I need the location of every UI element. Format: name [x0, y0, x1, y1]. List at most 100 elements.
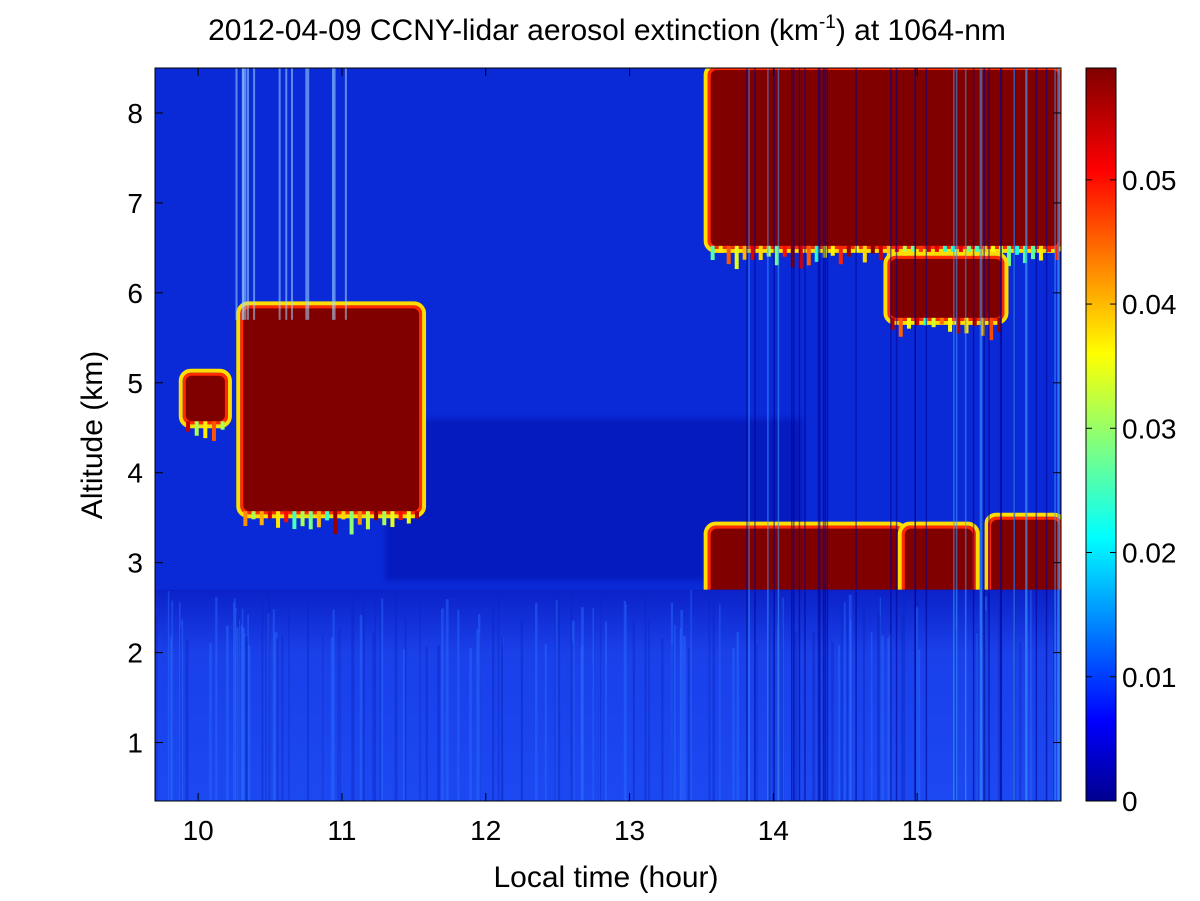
boundary-layer-streak	[831, 641, 834, 801]
x-tick-label: 12	[470, 815, 501, 846]
cloud-core	[185, 375, 225, 422]
boundary-layer-streak	[226, 625, 229, 801]
cloud-fringe	[220, 421, 225, 430]
cloud-fringe	[300, 511, 305, 527]
boundary-layer-streak	[281, 634, 284, 801]
column-streak	[972, 68, 975, 801]
boundary-layer-streak	[502, 637, 504, 801]
column-streak	[746, 68, 748, 801]
boundary-layer-streak	[600, 595, 602, 801]
boundary-layer-streak	[623, 600, 627, 801]
colorbar-tick-label: 0.02	[1122, 538, 1177, 569]
column-streak	[822, 68, 825, 801]
boundary-layer-streak	[976, 632, 978, 801]
boundary-layer-streak	[457, 609, 460, 801]
boundary-layer-streak	[381, 598, 384, 801]
boundary-layer-streak	[570, 589, 573, 801]
colorbar-tick-label: 0.01	[1122, 662, 1177, 693]
column-streak	[980, 68, 983, 801]
y-tick-label: 7	[127, 188, 143, 219]
boundary-layer-streak	[877, 610, 879, 801]
column-streak	[1054, 68, 1056, 801]
cloud-fringe	[1054, 245, 1059, 261]
cloud-fringe	[390, 511, 395, 528]
boundary-layer-streak	[777, 625, 779, 801]
column-streak	[344, 68, 347, 320]
boundary-layer-streak	[683, 635, 686, 801]
cloud-fringe	[734, 245, 739, 270]
column-streak	[895, 68, 898, 801]
cloud-fringe	[870, 245, 875, 254]
boundary-layer-streak	[167, 591, 170, 801]
boundary-layer-streak	[178, 602, 181, 801]
boundary-layer-streak	[915, 607, 919, 801]
cloud-fringe	[203, 421, 208, 439]
column-streak	[955, 68, 958, 801]
boundary-layer-streak	[339, 626, 341, 801]
cloud-fringe	[750, 245, 755, 260]
column-streak	[979, 68, 982, 801]
boundary-layer-streak	[155, 616, 158, 801]
x-axis-label: Local time (hour)	[493, 861, 718, 894]
column-streak	[983, 68, 985, 801]
column-streak	[819, 68, 821, 801]
boundary-layer-streak	[632, 621, 635, 801]
cloud-feature	[178, 368, 232, 441]
boundary-layer-streak	[1053, 596, 1056, 801]
boundary-layer-streak	[580, 646, 584, 801]
boundary-layer-streak	[558, 599, 561, 801]
column-streak	[244, 68, 247, 320]
cloud-fringe	[1038, 245, 1043, 261]
boundary-layer-streak	[984, 610, 987, 801]
column-streak	[798, 68, 801, 801]
cloud-fringe	[990, 245, 995, 254]
boundary-layer-streak	[712, 593, 715, 801]
cloud-fringe	[406, 511, 411, 524]
x-tick-label: 13	[614, 815, 645, 846]
column-streak	[290, 68, 293, 320]
boundary-layer-streak	[848, 594, 852, 801]
boundary-layer-streak	[879, 597, 881, 801]
cloud-fringe	[923, 317, 928, 326]
column-streak	[988, 68, 990, 801]
column-streak	[246, 68, 249, 320]
column-streak	[285, 68, 288, 320]
column-streak	[235, 68, 238, 320]
y-tick-label: 8	[127, 98, 143, 129]
boundary-layer-streak	[247, 614, 249, 801]
boundary-layer-streak	[901, 614, 904, 801]
boundary-layer-streak	[687, 647, 690, 801]
boundary-layer-streak	[478, 634, 481, 801]
boundary-layer-streak	[870, 632, 873, 801]
cloud-core	[904, 528, 973, 597]
boundary-layer-streak	[322, 634, 324, 801]
y-tick-label: 2	[127, 638, 143, 669]
colorbar-tick-label: 0.03	[1122, 413, 1177, 444]
cloud-fringe	[718, 245, 723, 253]
boundary-layer-streak	[374, 599, 377, 801]
boundary-layer-streak	[276, 638, 279, 801]
plot-frame	[154, 67, 1062, 802]
cloud-fringe	[742, 245, 747, 260]
boundary-layer-streak	[680, 610, 684, 801]
y-tick-label: 4	[127, 458, 143, 489]
cloud-fringe	[316, 511, 321, 528]
boundary-layer-streak	[644, 592, 647, 801]
column-streak	[1013, 68, 1015, 801]
cloud-fringe	[906, 317, 911, 329]
cloud-fringe	[766, 245, 771, 257]
boundary-layer-streak	[372, 632, 375, 801]
boundary-layer-streak	[181, 619, 184, 801]
cloud-core	[710, 70, 1059, 246]
column-streak	[793, 68, 795, 801]
boundary-layer-streak	[887, 637, 890, 801]
boundary-layer-streak	[267, 613, 270, 801]
boundary-layer-streak	[670, 602, 674, 801]
cloud-fringe	[997, 317, 1002, 333]
boundary-layer-streak	[501, 636, 504, 801]
cloud-fringe	[931, 317, 936, 328]
cloud-fringe	[942, 245, 947, 255]
boundary-layer-streak	[780, 596, 784, 801]
cloud-fringe	[259, 511, 264, 526]
column-streak	[925, 68, 928, 801]
